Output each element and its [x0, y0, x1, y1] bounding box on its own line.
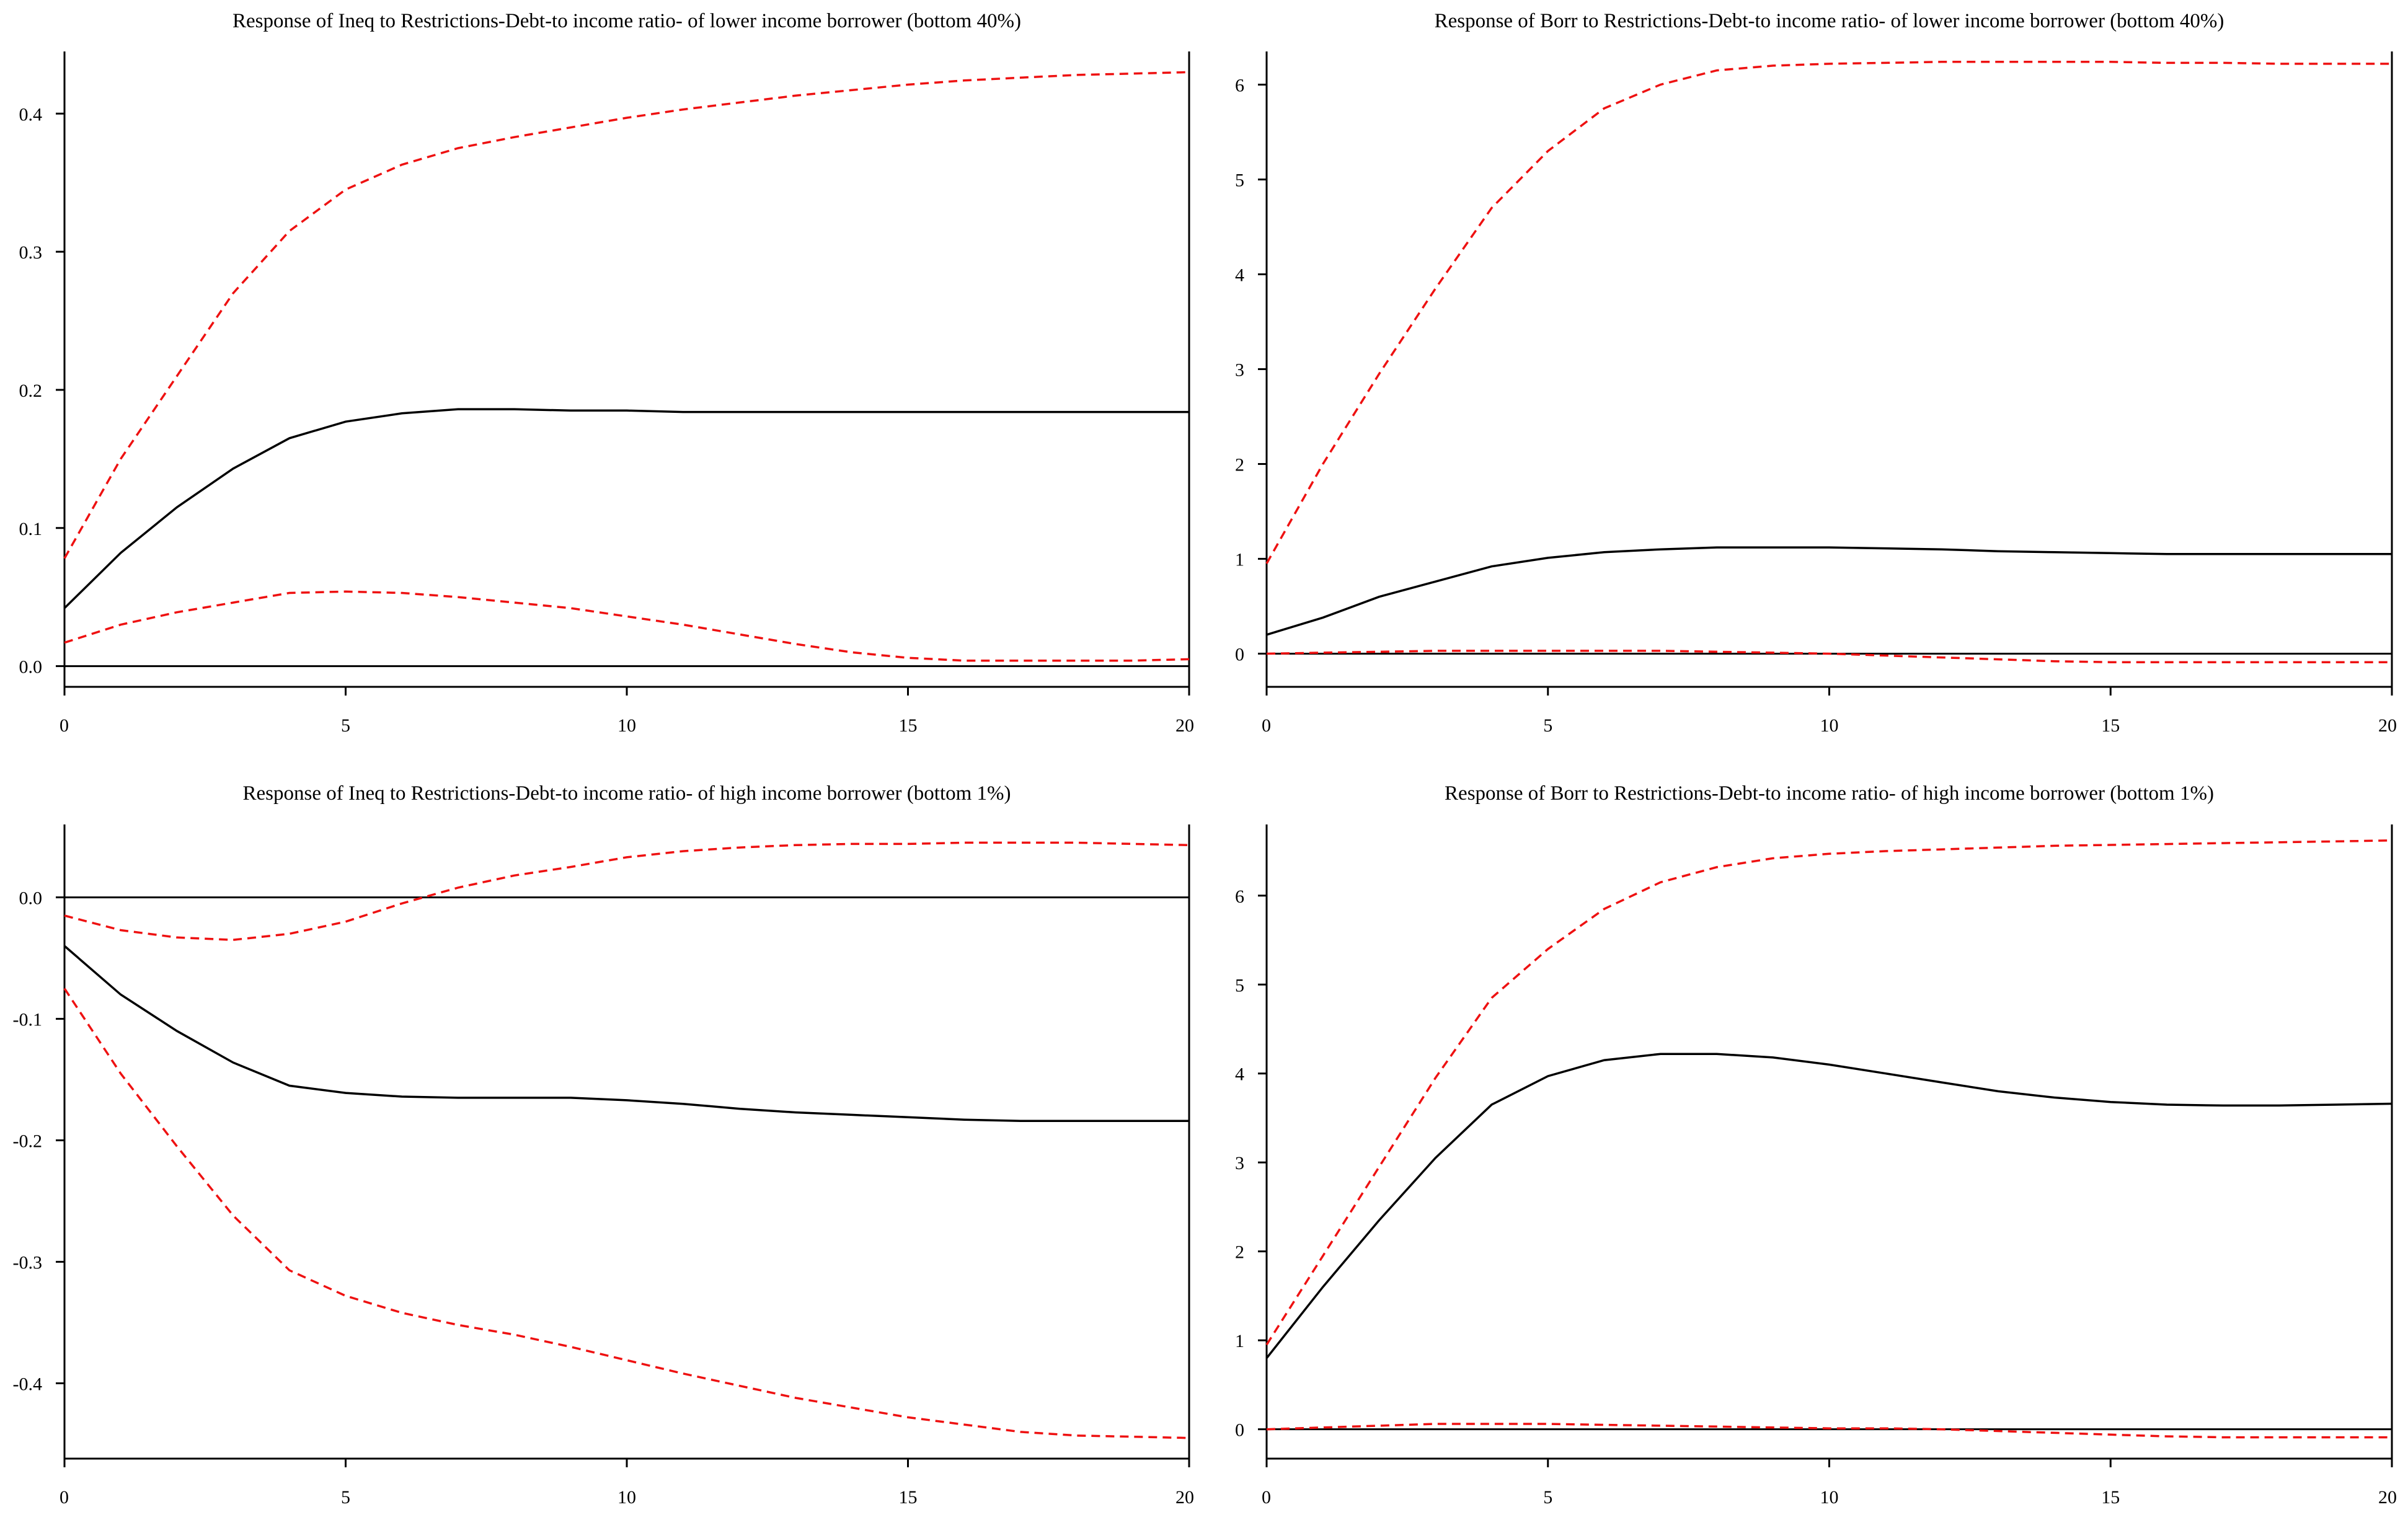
y-tick-label: 5	[1235, 170, 1244, 191]
y-tick-label: 4	[1235, 265, 1244, 286]
y-tick-label: -0.1	[13, 1010, 43, 1030]
chart-title: Response of Ineq to Restrictions-Debt-to…	[242, 782, 1011, 805]
x-tick-label: 10	[1820, 715, 1839, 736]
y-tick-label: 0.1	[19, 519, 43, 539]
y-tick-label: 4	[1235, 1064, 1244, 1085]
x-tick-label: 20	[1175, 1487, 1194, 1508]
x-tick-label: 0	[1262, 1487, 1271, 1508]
chart-panel-4: Response of Borr to Restrictions-Debt-to…	[1235, 782, 2397, 1508]
y-tick-label: 0.4	[19, 104, 43, 125]
y-tick-label: 1	[1235, 549, 1244, 570]
x-tick-label: 15	[2101, 715, 2120, 736]
upper-confidence-band	[63, 71, 1190, 559]
y-tick-label: -0.2	[13, 1131, 43, 1152]
upper-confidence-band	[1265, 61, 2392, 564]
upper-confidence-band	[1265, 839, 2393, 1346]
x-tick-label: 10	[617, 715, 636, 736]
response-line	[1265, 1053, 2393, 1359]
chart-title: Response of Borr to Restrictions-Debt-to…	[1435, 10, 2224, 32]
y-tick-label: 3	[1235, 1153, 1244, 1173]
x-tick-label: 15	[2101, 1487, 2120, 1508]
x-tick-label: 0	[60, 715, 69, 736]
x-tick-label: 20	[2378, 1487, 2397, 1508]
chart-title: Response of Borr to Restrictions-Debt-to…	[1445, 782, 2214, 805]
x-tick-label: 15	[899, 1487, 918, 1508]
y-tick-label: 0	[1235, 1420, 1244, 1441]
y-tick-label: 6	[1235, 76, 1244, 96]
x-tick-label: 5	[1543, 1487, 1552, 1508]
plot-frame	[1265, 51, 2393, 688]
y-tick-label: 0	[1235, 644, 1244, 665]
response-line	[63, 408, 1189, 609]
lower-confidence-band	[1266, 1423, 2392, 1439]
y-tick-label: 2	[1235, 1242, 1244, 1263]
lower-confidence-band	[64, 590, 1190, 662]
chart-title: Response of Ineq to Restrictions-Debt-to…	[232, 10, 1021, 32]
y-tick-label: 6	[1235, 886, 1244, 907]
lower-confidence-band	[63, 987, 1190, 1439]
y-tick-label: 0.0	[19, 657, 43, 678]
chart-panel-1: Response of Ineq to Restrictions-Debt-to…	[19, 10, 1195, 736]
plot-frame	[63, 824, 1190, 1460]
upper-confidence-band	[64, 841, 1190, 941]
y-tick-label: 3	[1235, 360, 1244, 381]
y-tick-label: 1	[1235, 1331, 1244, 1351]
x-tick-label: 0	[60, 1487, 69, 1508]
x-tick-label: 10	[1820, 1487, 1839, 1508]
chart-panel-3: Response of Ineq to Restrictions-Debt-to…	[13, 782, 1195, 1508]
x-tick-label: 0	[1262, 715, 1271, 736]
x-tick-label: 5	[341, 1487, 350, 1508]
x-tick-label: 5	[1543, 715, 1552, 736]
lower-confidence-band	[1266, 650, 2392, 663]
plot-frame	[1265, 824, 2393, 1460]
plot-frame	[63, 51, 1190, 688]
x-tick-label: 20	[2378, 715, 2397, 736]
x-tick-label: 10	[617, 1487, 636, 1508]
x-tick-label: 20	[1175, 715, 1194, 736]
y-tick-label: -0.4	[13, 1374, 43, 1394]
y-tick-label: 0.0	[19, 888, 43, 909]
y-tick-label: 2	[1235, 454, 1244, 475]
y-tick-label: 0.3	[19, 242, 43, 263]
chart-panel-2: Response of Borr to Restrictions-Debt-to…	[1235, 10, 2397, 736]
y-tick-label: -0.3	[13, 1253, 43, 1273]
response-line	[1266, 546, 2392, 636]
y-tick-label: 0.2	[19, 381, 43, 401]
x-tick-label: 15	[899, 715, 918, 736]
y-tick-label: 5	[1235, 975, 1244, 996]
response-line	[63, 945, 1189, 1122]
x-tick-label: 5	[341, 715, 350, 736]
